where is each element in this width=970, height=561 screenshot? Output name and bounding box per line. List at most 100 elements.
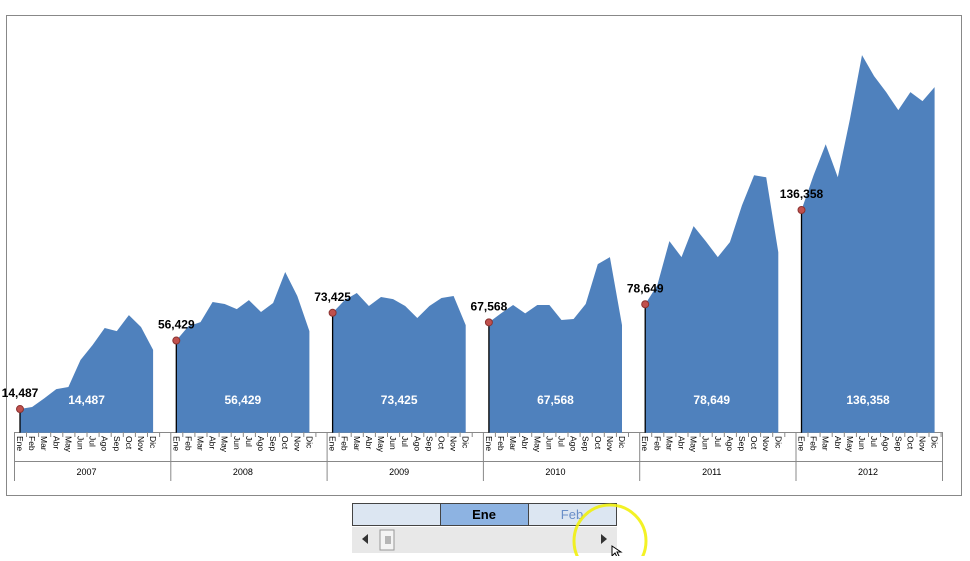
month-label: Oct (749, 436, 759, 450)
month-label: Dic (930, 436, 940, 449)
month-label: Mar (508, 436, 518, 451)
month-label: Feb (27, 436, 37, 451)
data-label: 136,358 (780, 187, 824, 201)
month-label: Sep (112, 436, 122, 451)
month-label: Oct (593, 436, 603, 450)
control-cell[interactable] (352, 503, 441, 526)
month-label: Feb (809, 436, 819, 451)
month-label: Ene (484, 436, 494, 451)
month-label: Jun (232, 436, 242, 450)
month-label: Nov (605, 436, 615, 452)
month-label: Ago (569, 436, 579, 451)
month-label: Abr (208, 436, 218, 449)
month-label: Nov (292, 436, 302, 452)
month-label: Mar (352, 436, 362, 451)
data-label: 73,425 (314, 290, 351, 304)
month-label: Sep (737, 436, 747, 451)
thumb-grip (385, 536, 391, 544)
month-label: May (220, 436, 230, 453)
month-label: Dic (773, 436, 783, 449)
scroll-thumb[interactable] (379, 529, 395, 551)
month-label: May (689, 436, 699, 453)
month-label: Mar (39, 436, 49, 451)
marker (328, 308, 337, 317)
month-label: Abr (833, 436, 843, 449)
year-label: 2008 (233, 467, 253, 477)
inner-label: 14,487 (68, 393, 105, 407)
month-label: Jul (244, 436, 254, 447)
month-label: Jun (544, 436, 554, 450)
month-label: Feb (652, 436, 662, 451)
year-label: 2007 (77, 467, 97, 477)
month-label: Dic (148, 436, 158, 449)
year-label: 2011 (702, 467, 721, 477)
year-label: 2009 (389, 467, 409, 477)
month-label: Ene (171, 436, 181, 451)
scroll-left[interactable] (362, 534, 368, 544)
month-label: Oct (905, 436, 915, 450)
marker (797, 206, 806, 215)
month-label: Mar (821, 436, 831, 451)
selected-month: Ene (472, 507, 496, 522)
month-label: Jul (713, 436, 723, 447)
month-label: Ene (640, 436, 650, 451)
month-label: Nov (449, 436, 459, 452)
month-label: Jul (557, 436, 567, 447)
area (488, 257, 622, 433)
month-label: Jun (76, 436, 86, 450)
month-label: Jun (701, 436, 711, 450)
month-label: Mar (664, 436, 674, 451)
data-label: 67,568 (471, 299, 508, 313)
area (176, 271, 310, 433)
month-label: Oct (280, 436, 290, 450)
month-label: Sep (581, 436, 591, 451)
month-label: May (376, 436, 386, 453)
month-label: Sep (893, 436, 903, 451)
marker (484, 318, 493, 327)
month-label: Jul (400, 436, 410, 447)
month-label: Abr (51, 436, 61, 449)
marker (172, 336, 181, 345)
month-label: Ene (797, 436, 807, 451)
month-label: Nov (136, 436, 146, 452)
month-label: Jun (388, 436, 398, 450)
month-label: Ago (100, 436, 110, 451)
next-month: Feb (561, 507, 583, 522)
month-label: Jul (88, 436, 98, 447)
month-label: Nov (761, 436, 771, 452)
inner-label: 78,649 (693, 393, 730, 407)
month-label: Jun (857, 436, 867, 450)
cursor-highlight (572, 503, 648, 561)
month-label: May (845, 436, 855, 453)
month-label: Oct (437, 436, 447, 450)
month-label: Abr (520, 436, 530, 449)
scroll-right[interactable] (601, 534, 607, 544)
month-label: Ago (412, 436, 422, 451)
month-label: Ago (881, 436, 891, 451)
month-label: Ago (725, 436, 735, 451)
month-label: Ene (328, 436, 338, 451)
inner-label: 73,425 (381, 393, 418, 407)
month-label: Dic (304, 436, 314, 449)
month-label: Ene (15, 436, 25, 451)
data-label: 78,649 (627, 281, 664, 295)
month-label: Ago (256, 436, 266, 451)
area (20, 315, 154, 433)
inner-label: 56,429 (224, 393, 261, 407)
month-label: Nov (918, 436, 928, 452)
year-label: 2012 (858, 467, 878, 477)
area (801, 55, 935, 433)
area (332, 293, 466, 433)
month-label: Sep (424, 436, 434, 451)
month-label: Oct (124, 436, 134, 450)
area (645, 175, 779, 433)
data-label: 14,487 (2, 386, 39, 400)
month-label: Abr (364, 436, 374, 449)
month-label: May (63, 436, 73, 453)
inner-label: 67,568 (537, 393, 574, 407)
marker (641, 300, 650, 309)
month-label: Jul (869, 436, 879, 447)
month-label: Dic (617, 436, 627, 449)
month-label: Feb (183, 436, 193, 451)
